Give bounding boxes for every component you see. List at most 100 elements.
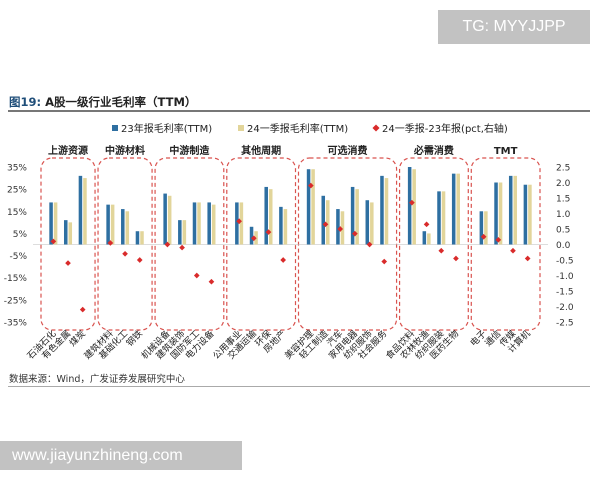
bar-24-q1 <box>268 189 273 245</box>
bar-24-q1 <box>498 182 503 245</box>
diff-marker <box>250 235 257 242</box>
bar-23-annual <box>192 202 197 245</box>
group-box <box>470 157 541 331</box>
legend-swatch <box>112 125 118 131</box>
bar-23-annual <box>508 175 513 245</box>
diff-marker <box>280 257 286 263</box>
figure-title-text: A股一级行业毛利率（TTM） <box>45 95 197 109</box>
right-tick-label: 1.5 <box>556 195 570 205</box>
group-label: 上游资源 <box>48 144 88 157</box>
source-note: 数据来源：Wind，广发证券发展研究中心 <box>9 374 185 385</box>
diff-marker <box>136 257 143 263</box>
figure-label: 图19: <box>9 95 42 109</box>
bar-23-annual <box>135 231 140 245</box>
bar-23-annual <box>407 167 412 245</box>
group-box <box>154 157 225 331</box>
bar-24-q1 <box>182 220 187 245</box>
group-label: 中游材料 <box>105 144 145 157</box>
left-tick-label: -5% <box>9 252 27 262</box>
right-tick-label: 2.0 <box>556 179 571 189</box>
right-tick-label: 2.5 <box>556 164 570 174</box>
diff-marker <box>352 230 358 237</box>
bar-23-annual <box>207 202 211 245</box>
bar-24-q1 <box>110 204 115 245</box>
bar-23-annual <box>422 231 427 245</box>
diff-marker <box>193 272 200 279</box>
source-divider <box>8 386 590 387</box>
legend-swatch <box>372 124 380 132</box>
bar-24-q1 <box>384 178 389 245</box>
left-tick-label: -15% <box>4 274 28 284</box>
diff-marker <box>265 229 272 235</box>
bar-24-q1 <box>211 204 216 245</box>
legend-swatch <box>238 125 244 131</box>
group-label: 必需消费 <box>413 144 454 157</box>
bar-23-annual <box>106 204 110 245</box>
bar-23-annual <box>178 220 182 245</box>
bar-23-annual <box>49 202 53 245</box>
bar-23-annual <box>350 186 355 245</box>
bar-23-annual <box>494 182 498 245</box>
bar-23-annual <box>437 191 441 245</box>
bar-24-q1 <box>484 211 488 245</box>
group-label: 中游制造 <box>169 144 210 157</box>
bar-24-q1 <box>83 178 87 245</box>
bar-24-q1 <box>412 169 416 245</box>
group-label: 可选消费 <box>328 144 368 157</box>
bar-24-q1 <box>197 202 201 245</box>
watermark-bottom: www.jiayunzhineng.com <box>0 441 242 470</box>
diff-marker <box>366 241 373 248</box>
right-tick-label: -0.5 <box>556 257 574 267</box>
diff-marker <box>179 244 185 251</box>
left-tick-label: 5% <box>13 230 28 240</box>
left-tick-label: 35% <box>7 164 27 174</box>
legend-label: 24一季报毛利率(TTM) <box>247 122 348 135</box>
diff-marker <box>423 221 430 228</box>
diff-marker <box>337 226 344 232</box>
left-tick-label: -25% <box>4 296 28 306</box>
bar-24-q1 <box>528 184 532 245</box>
bar-23-annual <box>264 186 268 245</box>
bar-24-q1 <box>239 202 244 245</box>
diff-marker <box>438 247 445 254</box>
bar-23-annual <box>306 169 311 245</box>
bar-23-annual <box>380 175 384 245</box>
group-box <box>398 157 469 331</box>
legend-label: 24一季报-23年报(pct,右轴) <box>382 122 508 135</box>
bar-24-q1 <box>441 191 446 245</box>
bar-24-q1 <box>311 169 315 245</box>
bar-23-annual <box>249 226 254 245</box>
group-label: TMT <box>494 146 518 157</box>
bar-23-annual <box>78 175 83 245</box>
right-tick-label: 0.5 <box>556 226 570 236</box>
diff-marker <box>480 233 487 240</box>
diff-marker <box>322 221 329 228</box>
diff-marker <box>308 182 314 189</box>
bar-24-q1 <box>53 202 58 245</box>
bar-24-q1 <box>456 173 460 245</box>
right-tick-label: -1.5 <box>556 288 574 298</box>
diff-marker <box>65 260 71 266</box>
diff-marker <box>453 255 459 262</box>
diff-marker <box>409 199 415 206</box>
group-box <box>97 157 153 331</box>
diff-marker <box>122 250 128 257</box>
bar-24-q1 <box>283 209 288 245</box>
bar-23-annual <box>321 195 326 245</box>
bar-24-q1 <box>326 200 330 245</box>
bar-23-annual <box>163 193 167 245</box>
diff-marker <box>107 240 114 246</box>
diff-marker <box>208 278 215 285</box>
category-label: 电子 <box>468 328 489 349</box>
diff-marker <box>524 255 531 262</box>
bar-24-q1 <box>340 211 345 245</box>
diff-marker <box>236 218 242 225</box>
diff-marker <box>164 241 171 248</box>
group-label: 其他周期 <box>241 144 281 157</box>
right-tick-label: -2.5 <box>556 319 574 329</box>
bar-23-annual <box>63 220 68 245</box>
bar-23-annual <box>365 200 370 245</box>
diff-marker <box>79 306 86 313</box>
left-tick-label: 25% <box>7 186 27 196</box>
group-box <box>297 157 398 331</box>
